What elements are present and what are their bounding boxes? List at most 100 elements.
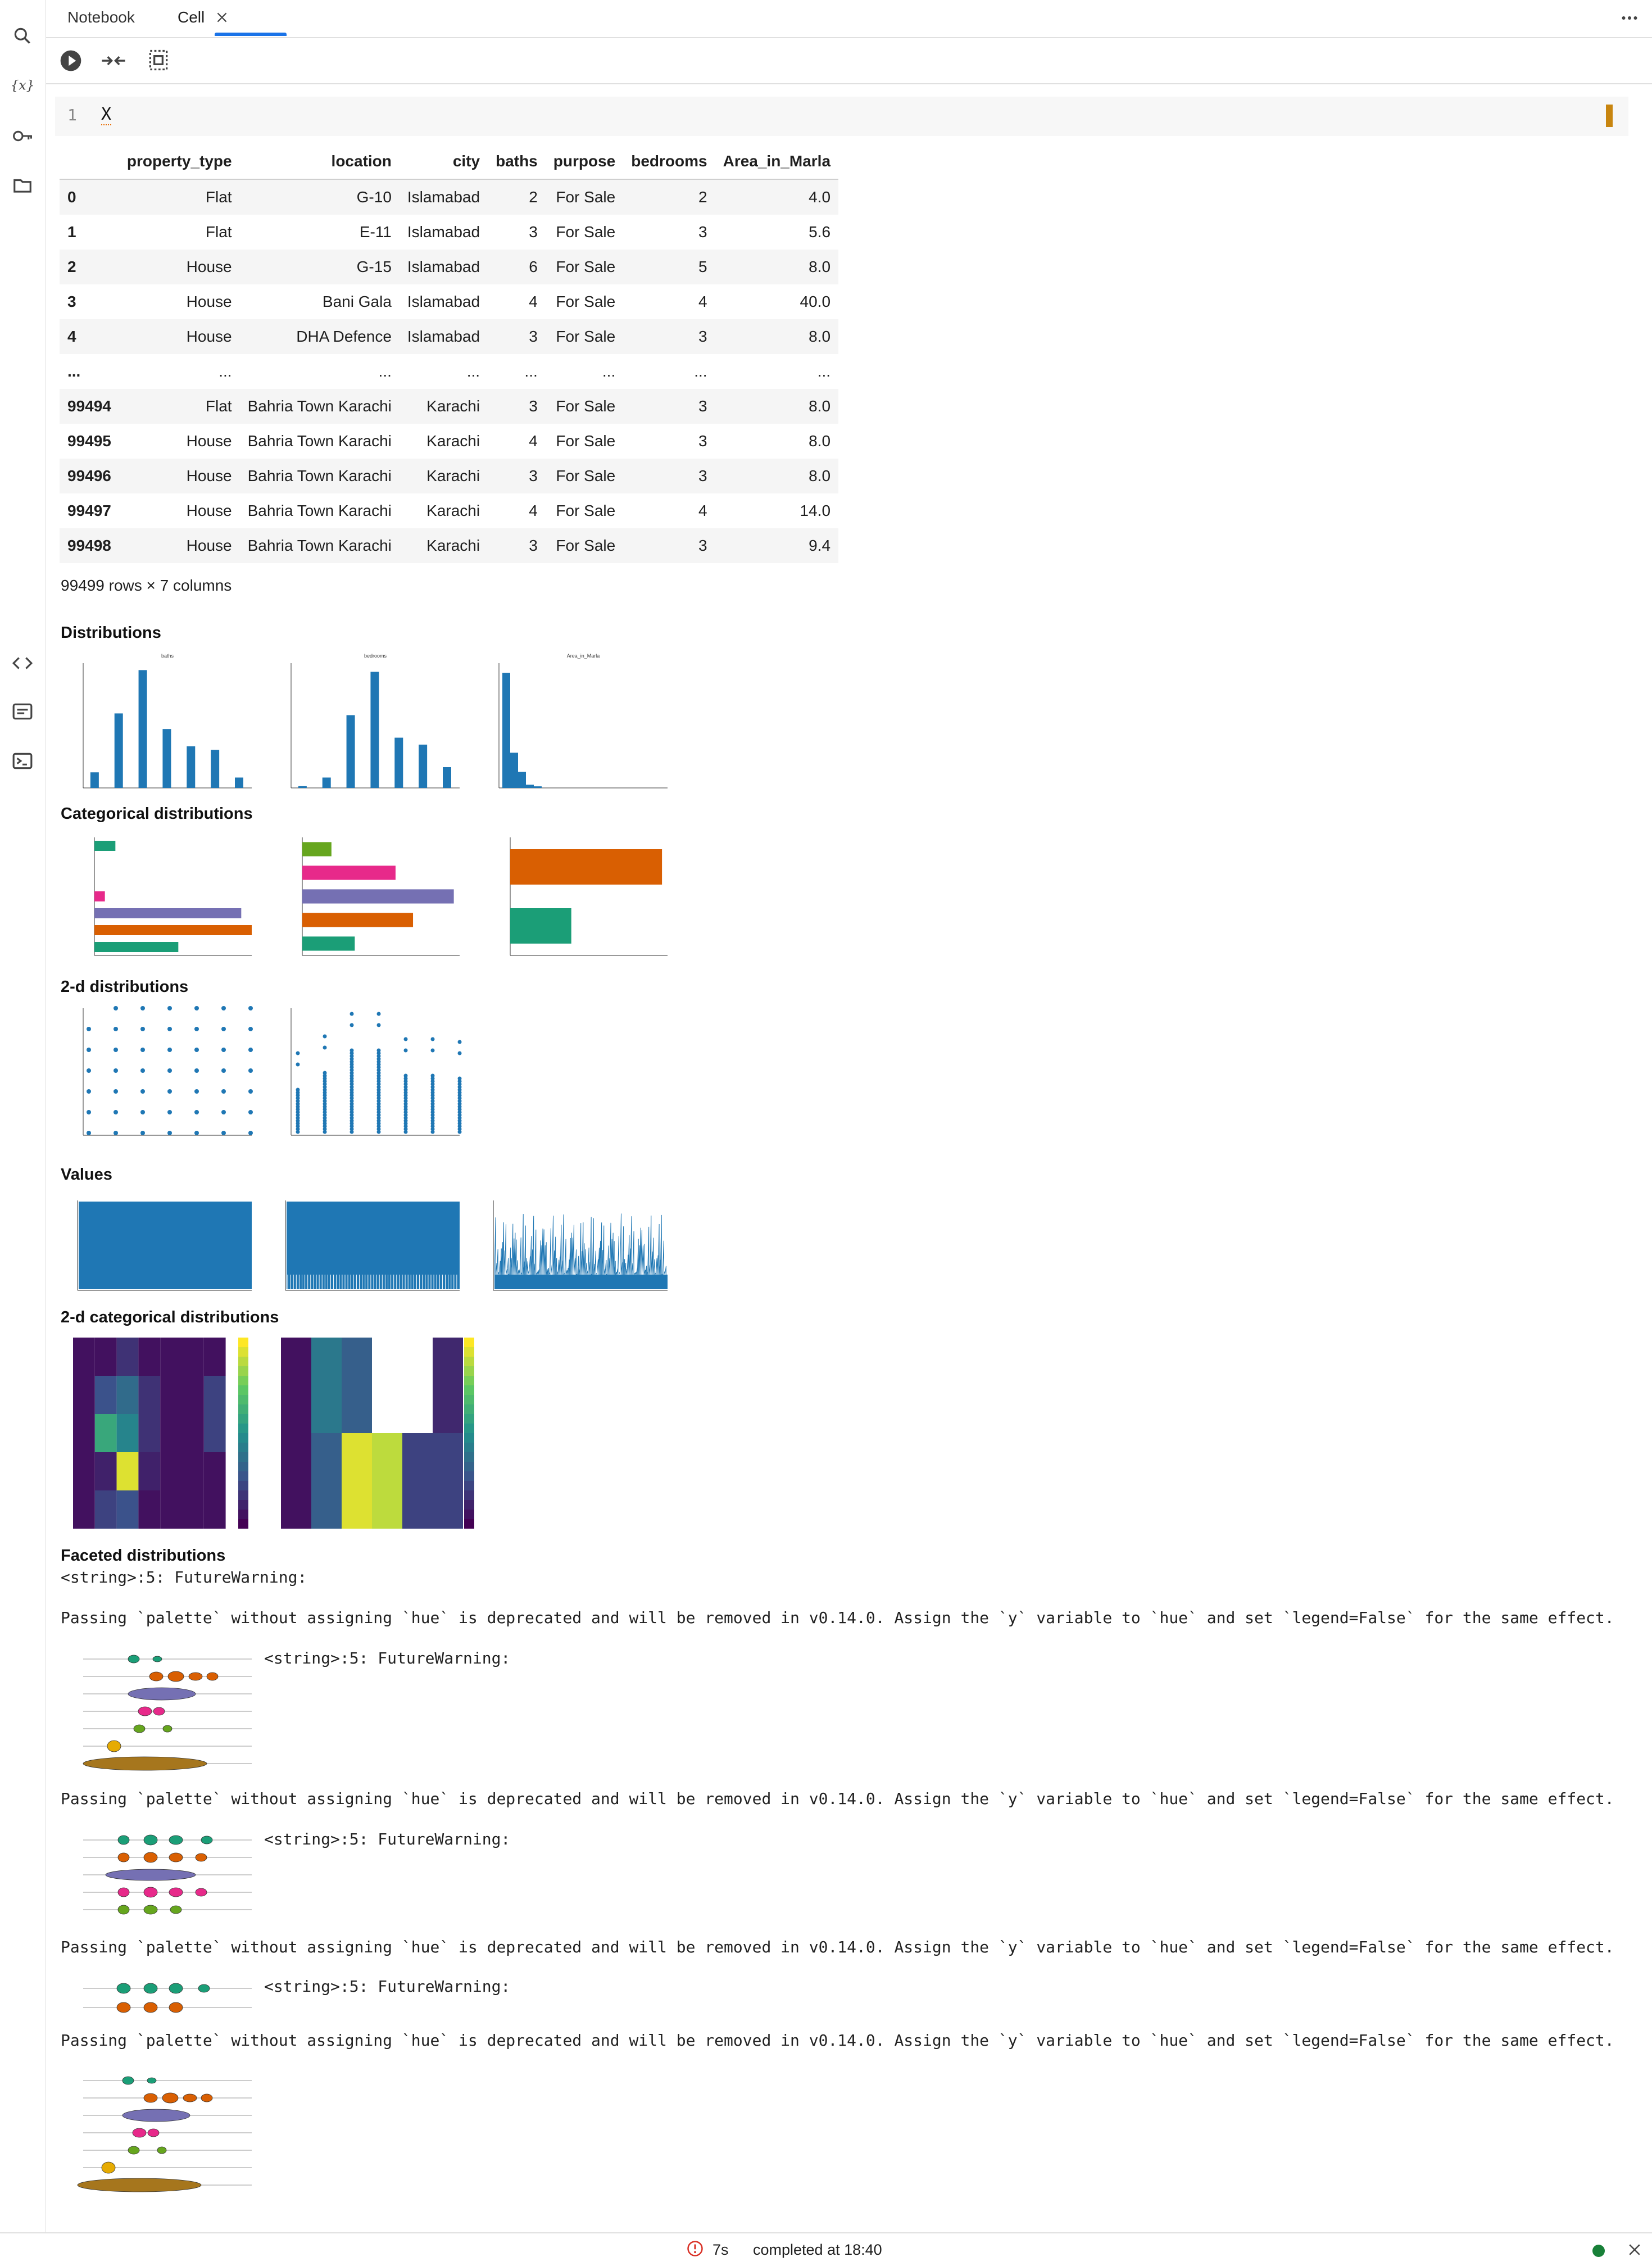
colorbar-segment	[238, 1424, 248, 1433]
run-icon[interactable]	[58, 48, 83, 76]
scatter-point	[323, 1110, 327, 1114]
scatter-point	[296, 1087, 300, 1092]
colorbar-segment	[238, 1443, 248, 1452]
table-cell: 3	[529, 328, 538, 345]
more-icon[interactable]	[1619, 8, 1640, 31]
scatter-point	[87, 1048, 91, 1052]
collapse-icon[interactable]	[100, 48, 127, 76]
scatter-point	[323, 1121, 327, 1126]
violin-plot	[77, 2076, 252, 2192]
colorbar-segment	[238, 1347, 248, 1357]
scatter-point	[376, 1012, 381, 1016]
table-cell: 5.6	[809, 223, 831, 241]
scatter-point	[140, 1068, 145, 1073]
violin-shape	[201, 2093, 213, 2102]
heatmap-cell	[203, 1452, 226, 1490]
scatter-point	[323, 1127, 327, 1131]
scatter-point	[167, 1027, 172, 1031]
scatter-point	[403, 1090, 408, 1095]
table-row: 2 House G-15 Islamabad 6 For Sale 5 8.0	[60, 250, 839, 284]
scatter-point	[430, 1127, 435, 1131]
scatter-point	[194, 1131, 199, 1135]
table-cell: Karachi	[426, 397, 480, 415]
code-icon[interactable]	[9, 650, 36, 677]
heatmap-cell	[203, 1414, 226, 1452]
bar	[534, 786, 542, 788]
key-icon[interactable]	[9, 123, 36, 149]
table-cell: 8.0	[809, 328, 831, 345]
scatter-point	[194, 1089, 199, 1094]
code-cell[interactable]: 1 X	[55, 97, 1628, 136]
scatter-point	[296, 1090, 300, 1095]
scatter-point	[350, 1107, 354, 1112]
scatter-point	[350, 1118, 354, 1123]
table-cell: G-10	[356, 188, 392, 206]
tab-notebook[interactable]: Notebook	[67, 8, 135, 26]
table-cell: 4	[529, 293, 538, 310]
close-icon[interactable]	[215, 10, 229, 25]
table-cell: 8.0	[809, 397, 831, 415]
bar	[90, 772, 99, 788]
heatmap-cell	[402, 1433, 433, 1529]
colorbar-segment	[464, 1424, 474, 1433]
scatter-point	[430, 1113, 435, 1117]
table-cell: For Sale	[556, 502, 616, 519]
heatmap-cell	[94, 1414, 117, 1452]
scatter-point	[296, 1102, 300, 1106]
variables-icon[interactable]: {x}	[9, 72, 36, 99]
scatter-point	[114, 1131, 118, 1135]
scatter-point	[430, 1087, 435, 1092]
bar	[502, 673, 510, 788]
row-index: 99494	[67, 397, 111, 415]
violin-shape	[198, 1984, 210, 1993]
table-header-cell: location	[239, 144, 400, 180]
folder-icon[interactable]	[9, 172, 36, 199]
violin-shape	[169, 1983, 183, 1994]
heatmap-cell	[182, 1490, 204, 1529]
scatter-point	[296, 1107, 300, 1112]
heatmap-cell	[281, 1338, 311, 1433]
violin-shape	[169, 1887, 183, 1897]
colorbar-segment	[464, 1500, 474, 1510]
scatter-point	[140, 1110, 145, 1114]
scatter-point	[350, 1090, 354, 1095]
scatter-point	[430, 1118, 435, 1123]
violin-shape	[169, 1835, 183, 1845]
scatter-point	[350, 1059, 354, 1064]
heatmap-cell	[342, 1433, 372, 1529]
heatmap-cell	[182, 1414, 204, 1452]
scatter-point	[376, 1130, 381, 1134]
scatter-point	[457, 1107, 462, 1112]
scatter-point	[403, 1102, 408, 1106]
table-cell: Flat	[205, 223, 232, 241]
scatter-point	[376, 1054, 381, 1058]
chart-title: Area_in_Marla	[567, 653, 600, 659]
row-index: 3	[67, 293, 76, 310]
terminal-icon[interactable]	[9, 747, 36, 774]
colorbar-segment	[238, 1338, 248, 1347]
table-cell: Bahria Town Karachi	[247, 397, 392, 415]
terminal-list-icon[interactable]	[9, 698, 36, 725]
table-cell: House	[186, 293, 232, 310]
tab-cell[interactable]: Cell	[178, 6, 229, 29]
search-icon[interactable]	[9, 22, 36, 49]
bar	[138, 670, 147, 788]
code-text[interactable]: X	[101, 105, 112, 125]
scatter-point	[430, 1124, 435, 1129]
colorbar-segment	[238, 1414, 248, 1424]
scatter-point	[350, 1087, 354, 1092]
scatter-point	[376, 1048, 381, 1053]
heatmap-cell	[116, 1414, 139, 1452]
error-icon[interactable]	[687, 2240, 704, 2260]
violin-shape	[117, 1852, 130, 1862]
scatter-point	[248, 1006, 253, 1010]
heatmap-cell	[94, 1452, 117, 1490]
categorical-bar-charts	[94, 837, 668, 956]
scatter-point	[323, 1113, 327, 1117]
bar	[302, 889, 454, 904]
scatter-point	[323, 1099, 327, 1103]
colorbar-segment	[464, 1481, 474, 1490]
scatter-point	[323, 1071, 327, 1075]
close-icon[interactable]	[1626, 2241, 1643, 2261]
copy-icon[interactable]	[146, 47, 171, 76]
